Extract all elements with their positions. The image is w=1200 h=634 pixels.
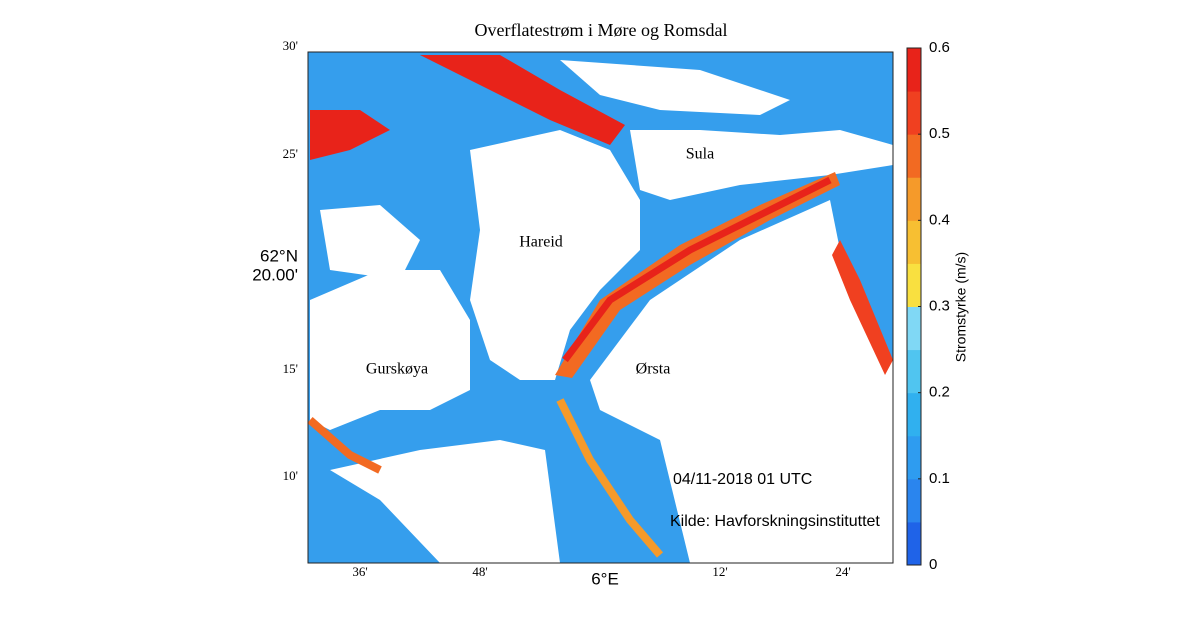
timestamp: 04/11-2018 01 UTC	[673, 471, 812, 488]
colorbar-tick-label: 0.3	[929, 297, 950, 314]
colorbar-tick-label: 0.4	[929, 211, 950, 228]
lat-label: 20.00'	[252, 265, 298, 284]
current-south	[556, 398, 664, 558]
colorbar-tick-label: 0.1	[929, 470, 950, 487]
land-sula	[630, 130, 893, 200]
map-frame	[307, 51, 894, 564]
colorbar-tick-label: 0.5	[929, 125, 950, 142]
lat-label: 25'	[283, 146, 298, 161]
colorbar-step	[907, 134, 921, 178]
current-west	[310, 110, 390, 160]
land-orsta	[590, 200, 893, 563]
current-core	[562, 176, 832, 363]
land-hareid	[470, 130, 640, 380]
lon-label: 6°E	[591, 569, 619, 588]
colorbar-tick-label: 0.2	[929, 384, 950, 401]
land-south	[330, 440, 560, 563]
lon-label: 12'	[712, 564, 727, 579]
land-north	[560, 60, 790, 115]
source: Kilde: Havforskningsinstituttet	[670, 513, 880, 530]
lat-label: 15'	[283, 361, 298, 376]
current-north	[420, 55, 625, 145]
colorbar-step	[907, 220, 921, 264]
lon-label: 36'	[352, 564, 367, 579]
current-east	[832, 240, 893, 375]
lon-label: 24'	[835, 564, 850, 579]
colorbar-step	[907, 435, 921, 480]
colorbar: 0 0.1 0.2 0.3 0.4 0.5 0.6	[906, 39, 950, 573]
place-label: Hareid	[519, 234, 563, 251]
lat-label: 10'	[283, 468, 298, 483]
colorbar-step	[907, 306, 921, 351]
colorbar-step	[907, 392, 921, 437]
land-west	[320, 205, 420, 280]
colorbar-label: Stromstyrke (m/s)	[953, 252, 969, 362]
colorbar-step	[907, 48, 921, 92]
colorbar-step	[907, 177, 921, 221]
current-southwest	[307, 416, 382, 474]
colorbar-step	[907, 91, 921, 135]
colorbar-step	[907, 478, 921, 523]
map-area	[307, 51, 894, 564]
colorbar-tick-label: 0	[929, 556, 937, 573]
colorbar-step	[907, 349, 921, 394]
place-label: Gurskøya	[366, 361, 428, 378]
title: Overflatestrøm i Møre og Romsdal	[475, 20, 728, 40]
lat-label: 62°N	[260, 246, 298, 265]
place-label: Ørsta	[636, 361, 671, 378]
place-label: Sula	[686, 146, 714, 163]
lat-label: 30'	[283, 38, 298, 53]
colorbar-step	[907, 263, 921, 307]
colorbar-tick-label: 0.6	[929, 39, 950, 56]
colorbar-step	[907, 521, 921, 566]
lon-label: 48'	[472, 564, 487, 579]
land-gurskoya	[310, 270, 470, 430]
